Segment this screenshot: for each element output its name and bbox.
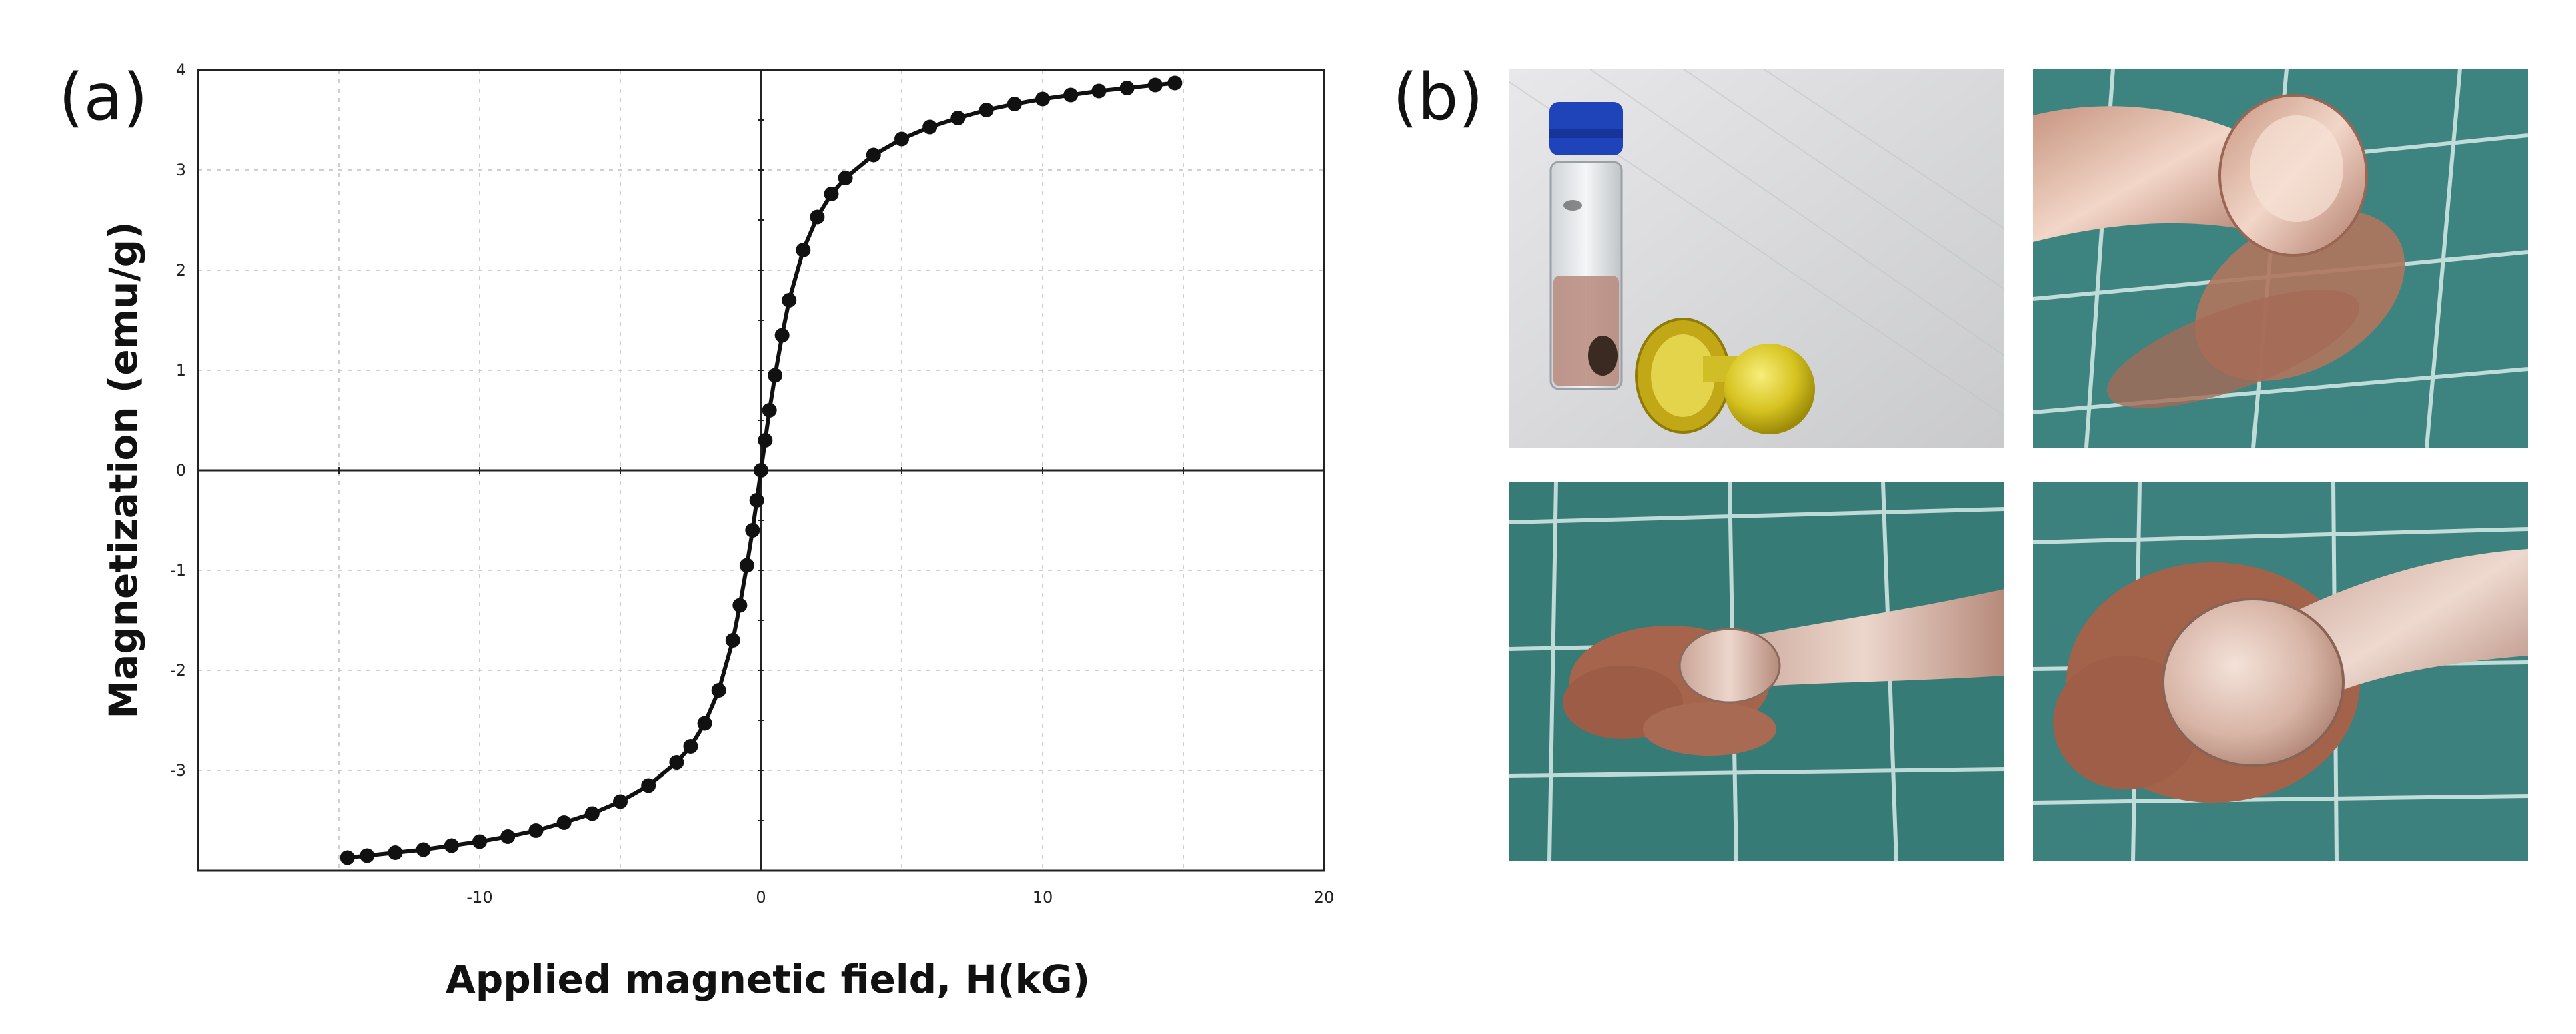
y-tick-label: 4	[176, 61, 186, 79]
data-point	[1091, 83, 1107, 99]
data-point	[979, 103, 994, 117]
data-point	[711, 683, 726, 698]
data-point	[739, 558, 754, 573]
data-point	[500, 829, 516, 844]
vial-and-capsule-photo	[1509, 69, 2004, 448]
data-point	[768, 368, 783, 383]
y-tick-label: 3	[176, 161, 186, 179]
y-axis-title: Magnetization (emu/g)	[101, 221, 146, 718]
data-point	[810, 209, 825, 225]
data-point	[774, 328, 790, 343]
spoon-powder-photo-1	[2033, 69, 2528, 448]
data-point	[444, 838, 459, 853]
data-point	[1035, 91, 1050, 107]
data-point	[796, 243, 811, 257]
data-point	[669, 755, 684, 770]
spoon-powder-photo-2	[1509, 482, 2004, 861]
data-point	[1147, 77, 1163, 93]
data-point	[613, 794, 628, 809]
data-point	[528, 823, 544, 838]
data-point	[360, 848, 375, 863]
data-point	[725, 633, 740, 648]
spoon-powder-photo-3	[2033, 482, 2528, 861]
data-point	[950, 111, 966, 125]
x-tick-label: 10	[1033, 888, 1053, 907]
panel-label-a: (a)	[59, 60, 148, 135]
y-tick-label: -3	[170, 761, 186, 780]
data-point	[1119, 81, 1135, 95]
data-point	[1063, 87, 1079, 103]
data-point	[782, 293, 797, 308]
y-tick-label: 0	[176, 461, 186, 480]
data-point	[340, 850, 355, 865]
y-tick-label: -1	[170, 561, 186, 580]
data-point	[922, 119, 938, 135]
x-tick-label: -10	[466, 888, 492, 907]
y-tick-label: 2	[176, 261, 186, 280]
data-point	[683, 739, 698, 754]
data-point	[472, 834, 487, 849]
data-point	[894, 131, 909, 147]
data-point	[749, 493, 764, 508]
data-point	[416, 842, 431, 857]
x-axis-title: Applied magnetic field, H(kG)	[446, 957, 1090, 1002]
data-point	[388, 845, 403, 860]
data-point	[1007, 97, 1022, 111]
data-points	[340, 75, 1183, 865]
data-point	[866, 147, 881, 163]
x-tick-label: 20	[1314, 888, 1335, 907]
data-point	[754, 463, 768, 478]
data-point	[641, 778, 656, 793]
data-point	[1167, 75, 1183, 91]
data-point	[556, 815, 572, 830]
data-point	[824, 187, 839, 201]
data-point	[758, 433, 773, 448]
y-tick-label: -2	[170, 661, 186, 680]
panel-label-b: (b)	[1393, 60, 1483, 135]
data-point	[762, 403, 777, 418]
data-point	[697, 716, 712, 731]
data-point	[838, 171, 853, 185]
data-point	[584, 806, 600, 821]
y-tick-label: 1	[176, 361, 186, 380]
data-point	[732, 598, 748, 613]
x-tick-label: 0	[756, 888, 766, 907]
data-point	[745, 523, 760, 538]
